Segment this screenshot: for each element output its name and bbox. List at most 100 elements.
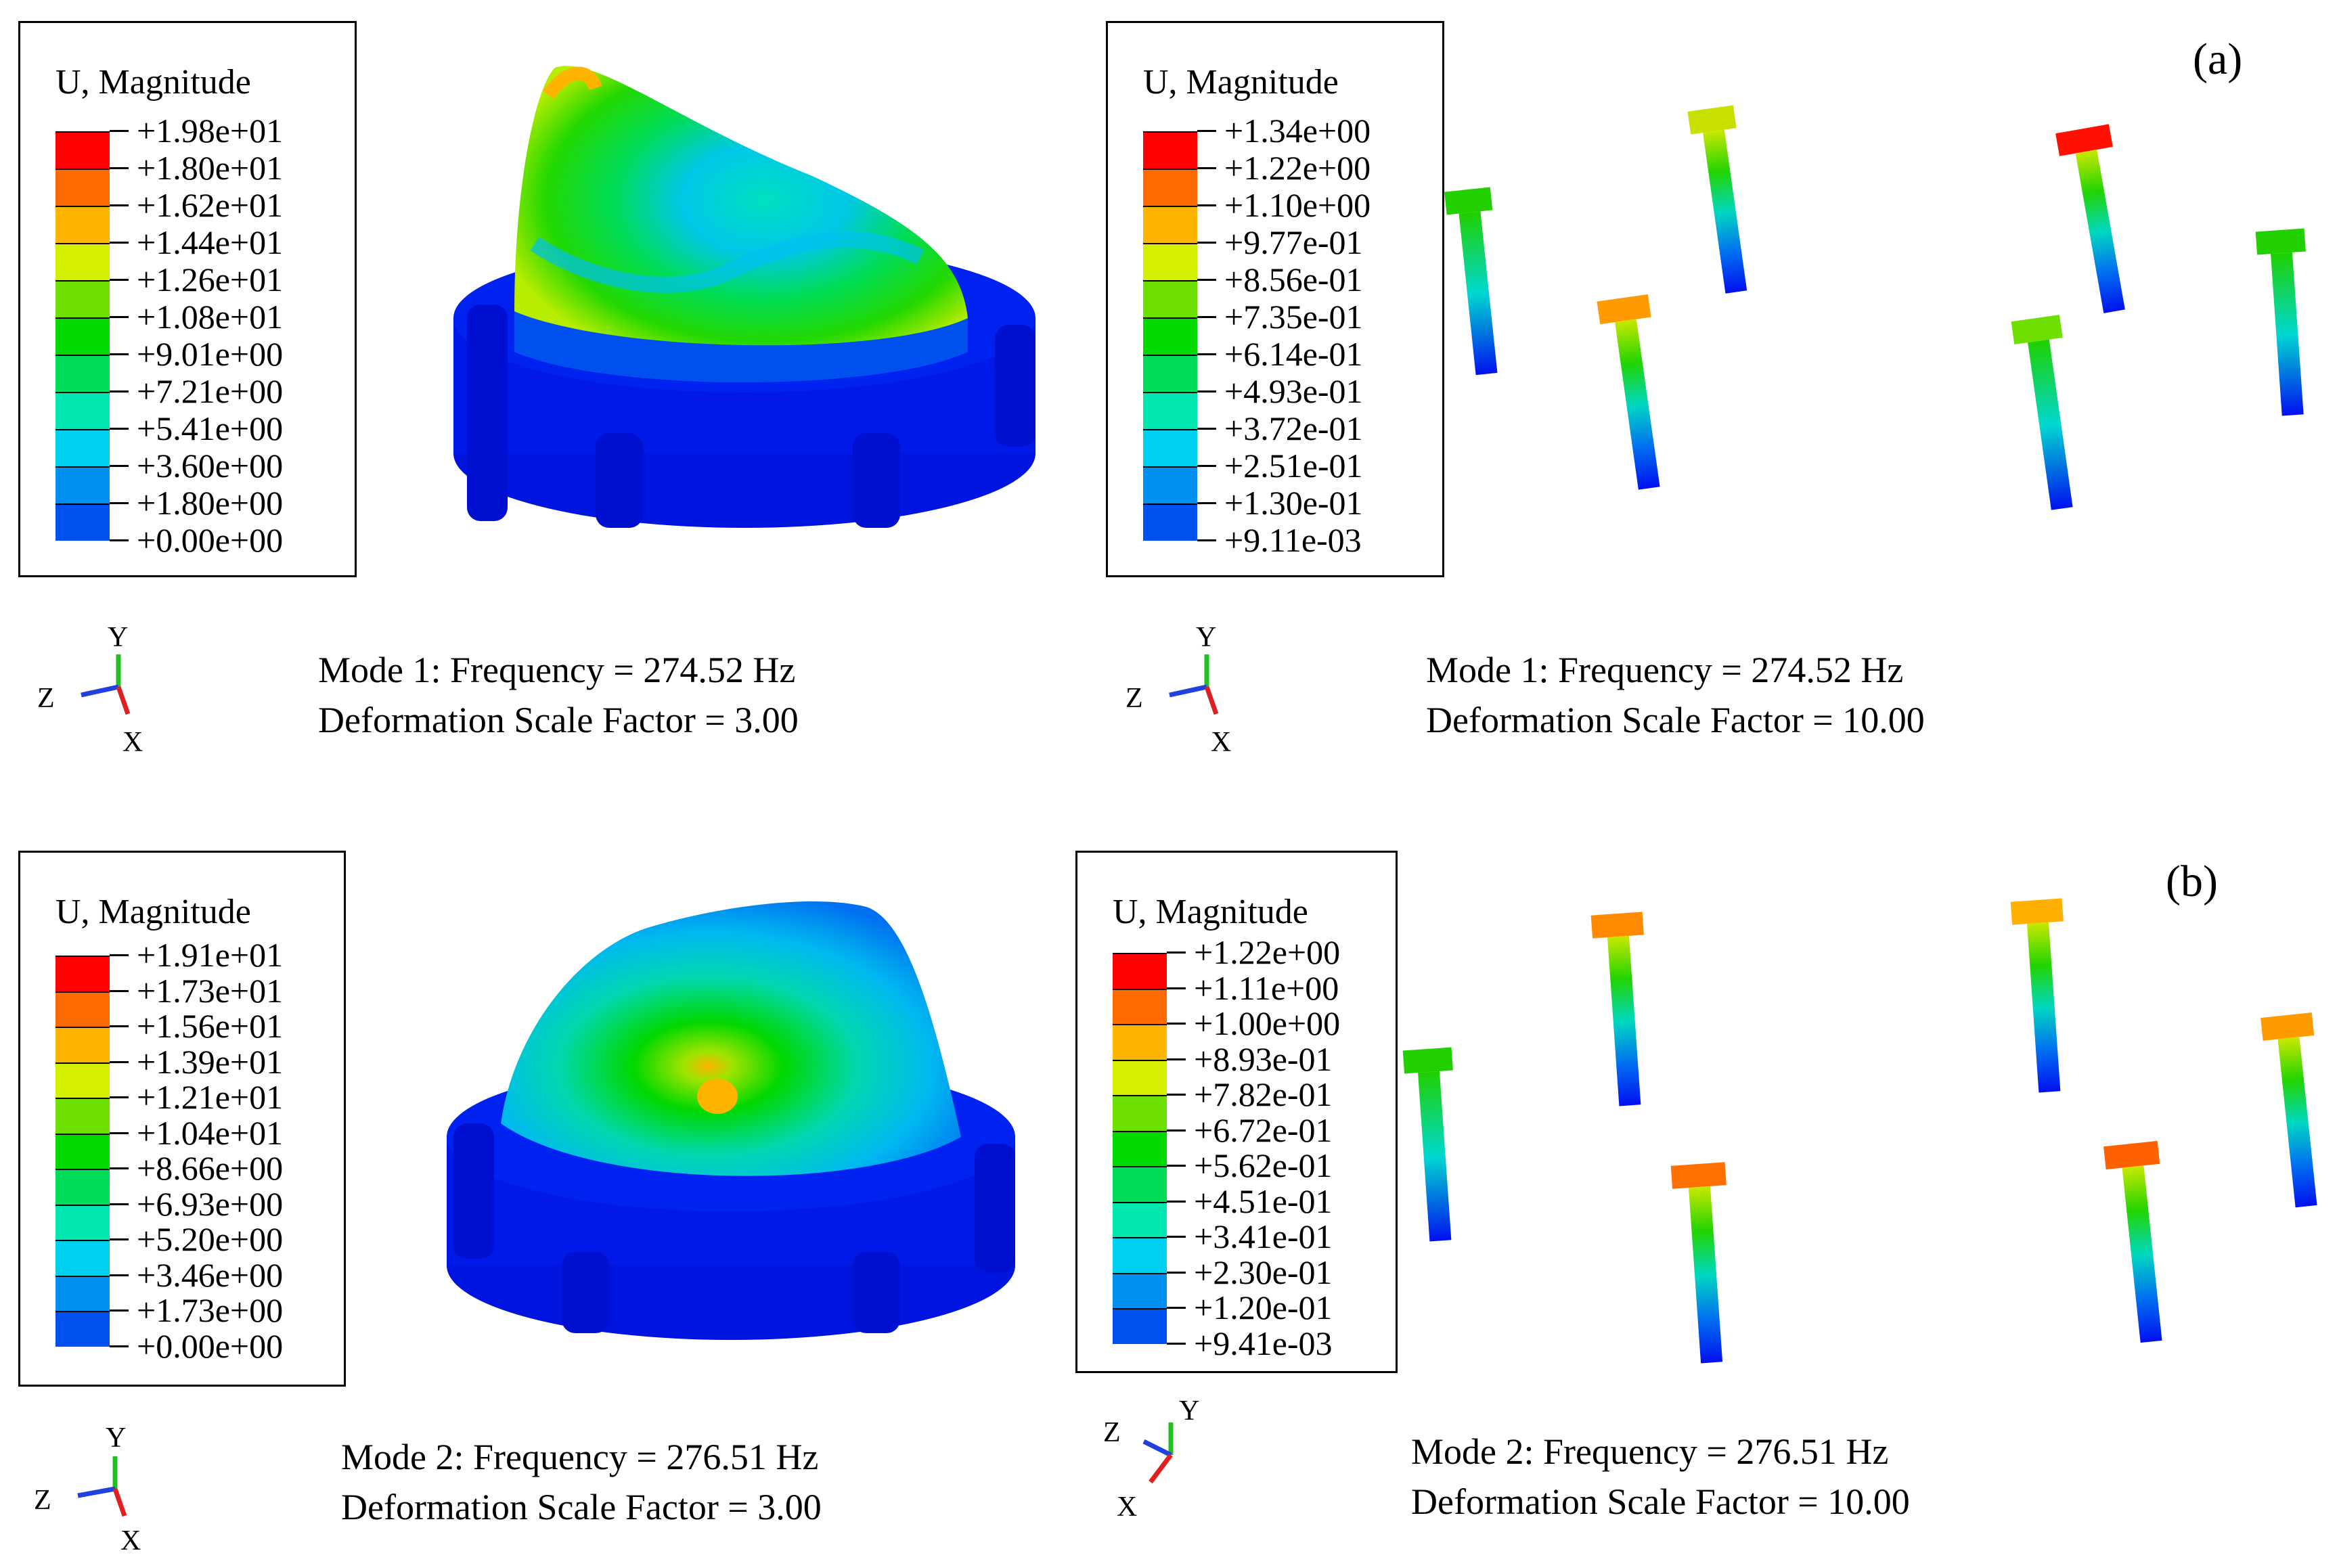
mode-frequency-text: Mode 2: Frequency = 276.51 Hz bbox=[341, 1437, 819, 1477]
mode-frequency-text: Mode 2: Frequency = 276.51 Hz bbox=[1411, 1431, 1889, 1472]
legend-value: +9.11e-03 bbox=[1224, 521, 1362, 559]
legend-value: +2.51e-01 bbox=[1224, 447, 1363, 485]
legend-entry: +1.26e+01 bbox=[55, 261, 340, 317]
legend-entry: +0.00e+00 bbox=[55, 1327, 340, 1383]
legend-tick bbox=[1197, 242, 1216, 244]
legend-color-swatch bbox=[1113, 953, 1167, 989]
legend-entry: +1.04e+01 bbox=[55, 1114, 340, 1170]
housing-model-a bbox=[453, 66, 1035, 528]
legend-tick bbox=[110, 316, 129, 318]
legend-tick bbox=[1167, 1058, 1186, 1060]
legend-entry: +1.39e+01 bbox=[55, 1043, 340, 1099]
legend-value: +9.01e+00 bbox=[137, 335, 284, 373]
legend-color-swatch bbox=[1113, 1130, 1167, 1166]
legend-color-swatch bbox=[1113, 1201, 1167, 1237]
legend-entry: +0.00e+00 bbox=[55, 521, 340, 577]
legend-entry: +8.56e-01 bbox=[1143, 261, 1427, 317]
axis-x-label: X bbox=[122, 727, 143, 758]
legend-value: +2.30e-01 bbox=[1194, 1253, 1333, 1291]
legend-entry: +6.14e-01 bbox=[1143, 335, 1427, 392]
legend-value: +1.80e+00 bbox=[137, 484, 284, 522]
legend-value: +1.30e-01 bbox=[1224, 484, 1363, 522]
legend-value: +1.39e+01 bbox=[137, 1042, 284, 1081]
legend-tick bbox=[1197, 465, 1216, 467]
legend-color-swatch bbox=[55, 503, 110, 541]
legend-entry: +1.44e+01 bbox=[55, 223, 340, 280]
legend-tick bbox=[1197, 204, 1216, 206]
legend-entry: +1.08e+01 bbox=[55, 298, 340, 355]
legend-entry: +1.73e+00 bbox=[55, 1291, 340, 1347]
legend-color-swatch bbox=[55, 1204, 110, 1240]
legend-entry: +1.21e+01 bbox=[55, 1078, 340, 1134]
legend-color-swatch bbox=[1143, 206, 1197, 243]
caption-b-bolts: Mode 2: Frequency = 276.51 Hz Deformatio… bbox=[1411, 1427, 1910, 1527]
legend-value: +8.56e-01 bbox=[1224, 261, 1363, 298]
legend-entry: +8.93e-01 bbox=[1113, 1040, 1397, 1096]
legend-entry: +9.11e-03 bbox=[1143, 521, 1427, 577]
legend-tick bbox=[110, 1132, 129, 1134]
legend-entry: +5.20e+00 bbox=[55, 1220, 340, 1276]
legend-entry: +9.41e-03 bbox=[1113, 1324, 1397, 1381]
legend-value: +1.04e+01 bbox=[137, 1113, 284, 1152]
legend-color-swatch bbox=[55, 1133, 110, 1169]
legend-entry: +1.22e+00 bbox=[1143, 149, 1427, 206]
legend-color-swatch bbox=[1143, 317, 1197, 355]
legend-tick bbox=[110, 390, 129, 393]
legend-value: +8.93e-01 bbox=[1194, 1039, 1333, 1078]
legend-tick bbox=[1197, 428, 1216, 430]
legend-entry: +9.77e-01 bbox=[1143, 223, 1427, 280]
legend-value: +7.82e-01 bbox=[1194, 1075, 1333, 1113]
legend-color-swatch bbox=[55, 1275, 110, 1311]
legend-value: +3.60e+00 bbox=[137, 447, 284, 485]
legend-tick bbox=[110, 539, 129, 541]
legend-tick bbox=[110, 1345, 129, 1347]
legend-entry: +1.30e-01 bbox=[1143, 484, 1427, 541]
legend-tick bbox=[110, 989, 129, 992]
legend-entry: +4.93e-01 bbox=[1143, 372, 1427, 429]
legend-value: +1.11e+00 bbox=[1194, 968, 1339, 1007]
legend-value: +5.41e+00 bbox=[137, 409, 284, 447]
legend-b-housing: U, Magnitude +1.91e+01 +1.73e+01 +1.56e+01… bbox=[18, 851, 346, 1387]
legend-tick bbox=[110, 167, 129, 169]
legend-entry: +7.35e-01 bbox=[1143, 298, 1427, 355]
legend-value: +3.46e+00 bbox=[137, 1255, 284, 1294]
legend-tick bbox=[1197, 502, 1216, 504]
legend-color-swatch bbox=[55, 1062, 110, 1098]
caption-b-housing: Mode 2: Frequency = 276.51 Hz Deformatio… bbox=[341, 1432, 822, 1532]
legend-tick bbox=[110, 1309, 129, 1312]
legend-value: +4.93e-01 bbox=[1224, 372, 1363, 410]
legend-value: +1.80e+01 bbox=[137, 149, 284, 187]
legend-entry: +3.72e-01 bbox=[1143, 409, 1427, 466]
legend-tick bbox=[1167, 951, 1186, 954]
caption-a-housing: Mode 1: Frequency = 274.52 Hz Deformatio… bbox=[318, 645, 799, 745]
legend-entry: +1.00e+00 bbox=[1113, 1004, 1397, 1060]
axis-z-label: Z bbox=[34, 1485, 51, 1516]
legend-tick bbox=[1167, 1236, 1186, 1238]
legend-value: +1.10e+00 bbox=[1224, 186, 1371, 224]
legend-tick bbox=[1197, 390, 1216, 393]
axis-z-label: Z bbox=[1126, 683, 1143, 714]
legend-color-swatch bbox=[1113, 1059, 1167, 1095]
legend-value: +1.08e+01 bbox=[137, 298, 284, 336]
legend-entry: +9.01e+00 bbox=[55, 335, 340, 392]
legend-value: +1.62e+01 bbox=[137, 186, 284, 224]
legend-entry: +4.51e-01 bbox=[1113, 1182, 1397, 1238]
legend-value: +9.41e-03 bbox=[1194, 1324, 1333, 1362]
legend-color-swatch bbox=[55, 1169, 110, 1205]
legend-color-swatch bbox=[1113, 1024, 1167, 1060]
legend-title: U, Magnitude bbox=[55, 893, 251, 931]
legend-tick bbox=[110, 1096, 129, 1098]
legend-tick bbox=[110, 1238, 129, 1240]
legend-color-swatch bbox=[1143, 355, 1197, 392]
legend-tick bbox=[1197, 130, 1216, 132]
axis-triad-b-bolts: Y Z X bbox=[1103, 1395, 1199, 1523]
legend-tick bbox=[110, 1203, 129, 1205]
legend-color-swatch bbox=[1113, 1308, 1167, 1344]
legend-color-swatch bbox=[55, 169, 110, 206]
legend-value: +1.44e+01 bbox=[137, 223, 284, 261]
axis-triad-a-housing: Y Z X bbox=[37, 622, 143, 758]
legend-color-swatch bbox=[55, 243, 110, 280]
legend-entry: +6.93e+00 bbox=[55, 1185, 340, 1241]
legend-tick bbox=[110, 130, 129, 132]
legend-color-swatch bbox=[55, 466, 110, 503]
